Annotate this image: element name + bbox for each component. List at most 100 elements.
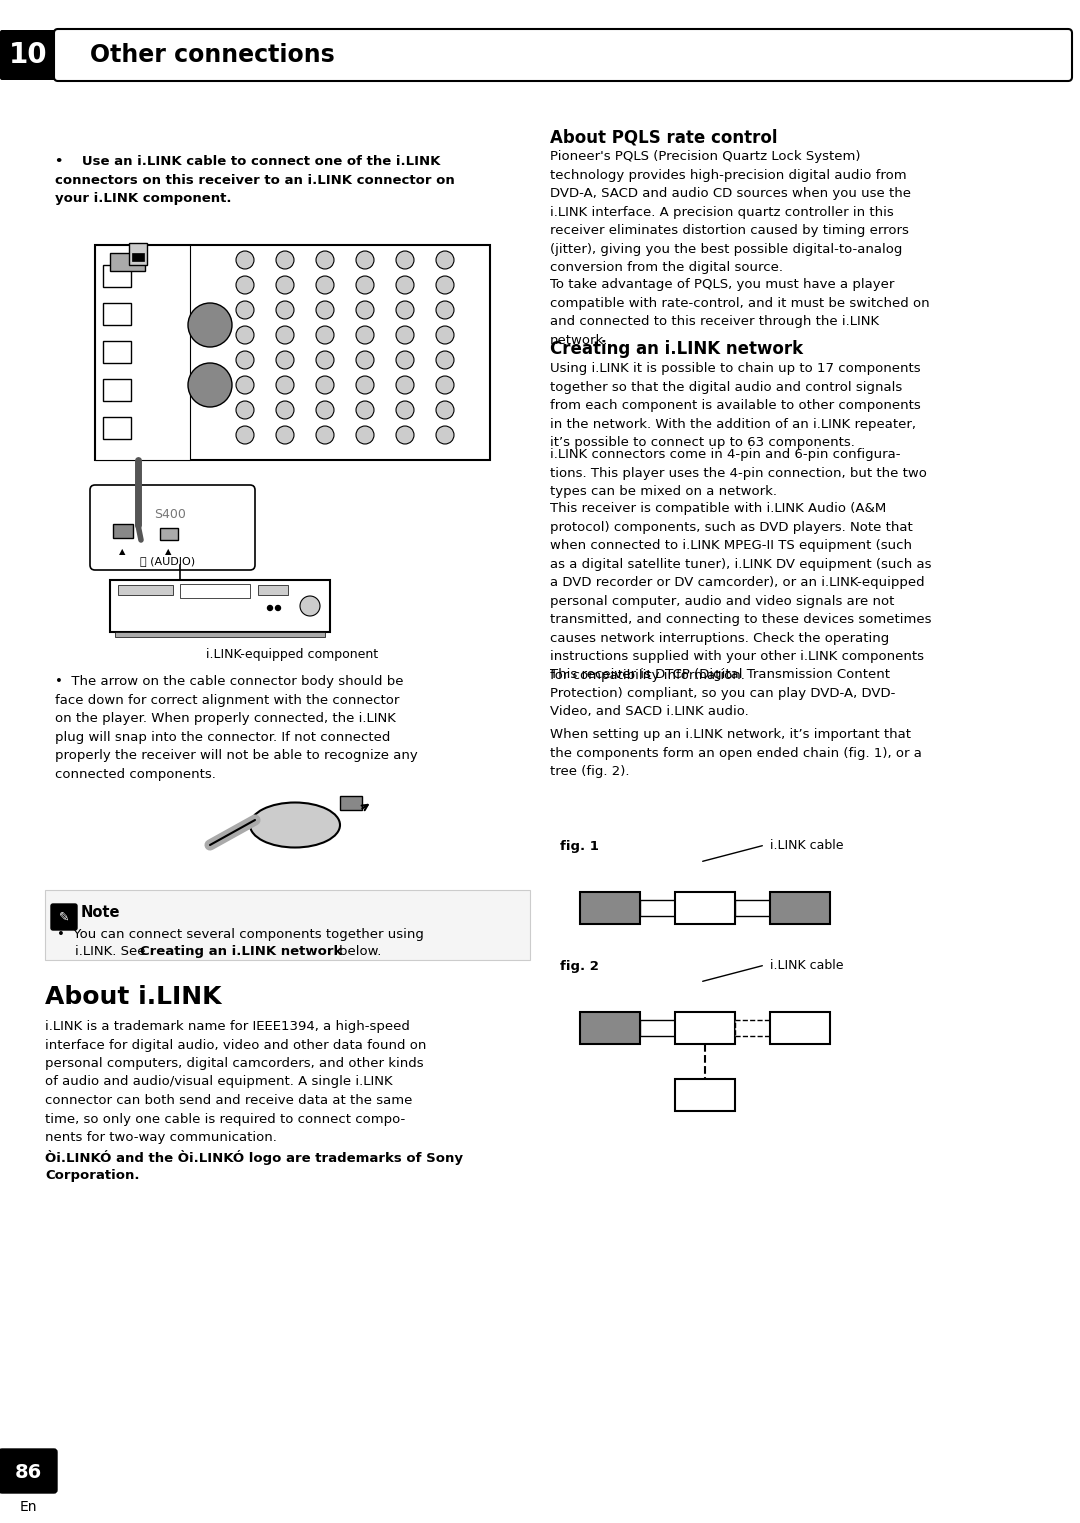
Circle shape xyxy=(275,606,281,611)
Circle shape xyxy=(356,276,374,294)
Circle shape xyxy=(396,251,414,270)
Text: i.LINK. See: i.LINK. See xyxy=(75,944,150,958)
Circle shape xyxy=(396,326,414,344)
Text: When setting up an i.LINK network, it’s important that
the components form an op: When setting up an i.LINK network, it’s … xyxy=(550,728,922,778)
Circle shape xyxy=(316,251,334,270)
Circle shape xyxy=(356,350,374,369)
Circle shape xyxy=(300,595,320,615)
Bar xyxy=(103,379,131,401)
Text: 10: 10 xyxy=(9,41,48,69)
Circle shape xyxy=(316,401,334,419)
Circle shape xyxy=(276,376,294,394)
Circle shape xyxy=(276,276,294,294)
Bar xyxy=(770,1011,831,1043)
Circle shape xyxy=(356,401,374,419)
Circle shape xyxy=(316,326,334,344)
Circle shape xyxy=(276,401,294,419)
Circle shape xyxy=(316,302,334,318)
Circle shape xyxy=(276,426,294,445)
Text: i.LINK cable: i.LINK cable xyxy=(770,839,843,851)
Text: i.LINK cable: i.LINK cable xyxy=(770,958,843,972)
Text: Other connections: Other connections xyxy=(90,43,335,67)
Bar xyxy=(340,797,362,810)
Circle shape xyxy=(276,251,294,270)
Circle shape xyxy=(276,302,294,318)
Bar xyxy=(118,585,173,595)
Text: S400: S400 xyxy=(154,509,186,521)
Circle shape xyxy=(356,426,374,445)
Text: About i.LINK: About i.LINK xyxy=(45,985,221,1010)
Bar xyxy=(770,892,831,924)
Text: ▲: ▲ xyxy=(119,547,125,556)
Bar xyxy=(580,1011,640,1043)
Polygon shape xyxy=(735,1020,770,1036)
Circle shape xyxy=(356,376,374,394)
Circle shape xyxy=(356,251,374,270)
Circle shape xyxy=(276,326,294,344)
FancyBboxPatch shape xyxy=(90,484,255,570)
FancyBboxPatch shape xyxy=(0,1448,57,1493)
Circle shape xyxy=(436,251,454,270)
Text: •  The arrow on the cable connector body should be
face down for correct alignme: • The arrow on the cable connector body … xyxy=(55,675,418,780)
Text: This receiver is compatible with i.LINK Audio (A&M
protocol) components, such as: This receiver is compatible with i.LINK … xyxy=(550,503,931,681)
Bar xyxy=(258,585,288,595)
Text: Note: Note xyxy=(81,905,121,920)
Circle shape xyxy=(436,426,454,445)
Text: En: En xyxy=(19,1500,37,1514)
Circle shape xyxy=(396,302,414,318)
Polygon shape xyxy=(735,900,770,915)
Circle shape xyxy=(436,326,454,344)
Text: i.LINK is a trademark name for IEEE1394, a high-speed
interface for digital audi: i.LINK is a trademark name for IEEE1394,… xyxy=(45,1020,427,1144)
Bar xyxy=(110,253,145,271)
Circle shape xyxy=(237,326,254,344)
Circle shape xyxy=(436,350,454,369)
Circle shape xyxy=(436,302,454,318)
Bar xyxy=(675,1011,735,1043)
Bar xyxy=(180,583,249,599)
Circle shape xyxy=(316,376,334,394)
Bar xyxy=(103,265,131,286)
Text: i.LINK connectors come in 4-pin and 6-pin configura-
tions. This player uses the: i.LINK connectors come in 4-pin and 6-pi… xyxy=(550,448,927,498)
Text: •    Use an i.LINK cable to connect one of the i.LINK
connectors on this receive: • Use an i.LINK cable to connect one of … xyxy=(55,155,455,206)
Circle shape xyxy=(356,302,374,318)
Circle shape xyxy=(436,401,454,419)
Circle shape xyxy=(237,401,254,419)
Text: ✎: ✎ xyxy=(58,911,69,923)
Circle shape xyxy=(356,326,374,344)
Text: ▲: ▲ xyxy=(165,547,172,556)
FancyBboxPatch shape xyxy=(54,29,1072,81)
Bar xyxy=(95,245,490,460)
Bar xyxy=(103,341,131,362)
Text: To take advantage of PQLS, you must have a player
compatible with rate-control, : To take advantage of PQLS, you must have… xyxy=(550,279,930,347)
Circle shape xyxy=(396,426,414,445)
Circle shape xyxy=(396,401,414,419)
Circle shape xyxy=(396,276,414,294)
Text: Creating an i.LINK network: Creating an i.LINK network xyxy=(550,340,804,358)
FancyBboxPatch shape xyxy=(51,905,77,931)
Polygon shape xyxy=(640,900,675,915)
Circle shape xyxy=(276,350,294,369)
Circle shape xyxy=(436,276,454,294)
Circle shape xyxy=(396,376,414,394)
Circle shape xyxy=(188,362,232,407)
Bar xyxy=(675,1078,735,1110)
Text: fig. 2: fig. 2 xyxy=(561,959,599,973)
Circle shape xyxy=(316,276,334,294)
Text: fig. 1: fig. 1 xyxy=(561,841,599,853)
Bar xyxy=(114,632,325,637)
FancyBboxPatch shape xyxy=(45,889,530,959)
Bar xyxy=(103,303,131,324)
Circle shape xyxy=(316,350,334,369)
Text: Creating an i.LINK network: Creating an i.LINK network xyxy=(140,944,342,958)
Text: i.LINK-equipped component: i.LINK-equipped component xyxy=(206,647,379,661)
Bar xyxy=(113,524,133,538)
Circle shape xyxy=(237,350,254,369)
Circle shape xyxy=(237,251,254,270)
Bar xyxy=(132,253,144,260)
Circle shape xyxy=(268,606,272,611)
Text: Ⓘ (AUDIO): Ⓘ (AUDIO) xyxy=(140,556,195,567)
Circle shape xyxy=(188,303,232,347)
Circle shape xyxy=(436,376,454,394)
Circle shape xyxy=(396,350,414,369)
Text: •  You can connect several components together using: • You can connect several components tog… xyxy=(57,928,423,941)
